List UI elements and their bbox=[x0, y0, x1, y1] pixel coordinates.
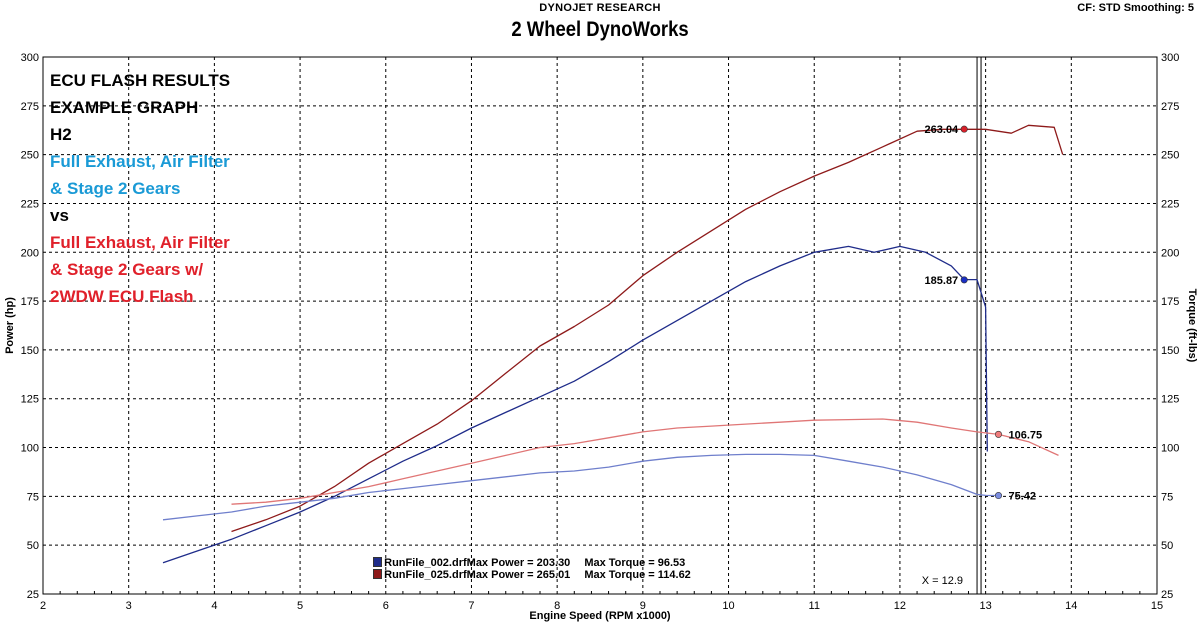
y-tick-label-right: 150 bbox=[1161, 345, 1179, 357]
x-tick-label: 4 bbox=[211, 600, 217, 612]
annotation-line-5: & Stage 2 Gears bbox=[50, 179, 181, 198]
y-tick-label-right: 225 bbox=[1161, 198, 1179, 210]
y-tick-label-left: 175 bbox=[21, 296, 39, 308]
y-tick-label-right: 250 bbox=[1161, 150, 1179, 162]
y-axis-label-right: Torque (ft-lbs) bbox=[1186, 289, 1198, 363]
marker-label-4: 75.42 bbox=[1008, 491, 1036, 503]
x-tick-label: 8 bbox=[554, 600, 560, 612]
legend-power-2: Max Power = 265.01 bbox=[466, 569, 571, 581]
y-tick-label-right: 75 bbox=[1161, 491, 1173, 503]
legend-swatch-2 bbox=[373, 569, 383, 579]
legend-entry-1: RunFile_002.drfMax Power = 203.30 Max Tor… bbox=[367, 545, 685, 569]
x-tick-label: 15 bbox=[1151, 600, 1163, 612]
legend-file-2: RunFile_025.drf bbox=[384, 569, 467, 581]
plot-frame bbox=[42, 56, 1158, 595]
annotation-line-2: EXAMPLE GRAPH bbox=[50, 98, 199, 117]
settings-label: CF: STD Smoothing: 5 bbox=[1077, 2, 1194, 14]
marker-dot-3 bbox=[994, 430, 1002, 438]
x-tick-label: 12 bbox=[894, 600, 906, 612]
marker-dot-1 bbox=[960, 125, 968, 133]
legend-swatch-1 bbox=[373, 557, 383, 567]
annotation-line-6: vs bbox=[50, 206, 69, 225]
marker-label-1: 263.04 bbox=[925, 124, 960, 136]
publisher-label: DYNOJET RESEARCH bbox=[539, 2, 661, 14]
y-tick-label-right: 175 bbox=[1161, 296, 1179, 308]
y-tick-label-left: 50 bbox=[27, 540, 39, 552]
y-tick-label-right: 100 bbox=[1161, 443, 1179, 455]
legend-torque-1: Max Torque = 96.53 bbox=[584, 557, 686, 569]
marker-dot-4 bbox=[994, 492, 1002, 500]
legend-torque-2: Max Torque = 114.62 bbox=[584, 569, 691, 581]
legend-entry-2: RunFile_025.drfMax Power = 265.01 Max Tor… bbox=[367, 557, 691, 581]
y-tick-label-right: 125 bbox=[1161, 394, 1179, 406]
x-tick-label: 9 bbox=[640, 600, 646, 612]
cursor-label: X = 12.9 bbox=[922, 575, 963, 587]
y-tick-label-right: 275 bbox=[1161, 101, 1179, 113]
y-tick-label-right: 300 bbox=[1161, 52, 1179, 64]
legend-file-1: RunFile_002.drf bbox=[384, 557, 467, 569]
y-tick-label-left: 100 bbox=[21, 443, 39, 455]
y-axis-label: Power (hp) bbox=[4, 297, 16, 354]
legend-power-1: Max Power = 203.30 bbox=[466, 557, 571, 569]
x-tick-label: 6 bbox=[383, 600, 389, 612]
x-tick-label: 13 bbox=[979, 600, 991, 612]
y-tick-label-left: 125 bbox=[21, 394, 39, 406]
annotation-line-7: Full Exhaust, Air Filter bbox=[50, 233, 230, 252]
y-tick-label-left: 75 bbox=[27, 491, 39, 503]
annotation-line-8: & Stage 2 Gears w/ bbox=[50, 260, 204, 279]
annotation-line-1: ECU FLASH RESULTS bbox=[50, 71, 231, 90]
y-tick-label-right: 200 bbox=[1161, 247, 1179, 259]
x-tick-label: 2 bbox=[40, 600, 46, 612]
marker-label-3: 106.75 bbox=[1008, 429, 1042, 441]
x-tick-label: 3 bbox=[126, 600, 132, 612]
y-tick-label-left: 300 bbox=[21, 52, 39, 64]
y-tick-label-left: 150 bbox=[21, 345, 39, 357]
marker-label-2: 185.87 bbox=[925, 275, 959, 287]
x-tick-label: 7 bbox=[468, 600, 474, 612]
x-tick-label: 14 bbox=[1065, 600, 1077, 612]
x-tick-label: 5 bbox=[297, 600, 303, 612]
y-tick-label-left: 225 bbox=[21, 198, 39, 210]
y-tick-label-left: 25 bbox=[27, 589, 39, 601]
y-tick-label-right: 25 bbox=[1161, 589, 1173, 601]
series-line-4 bbox=[231, 418, 1059, 505]
annotation-line-3: H2 bbox=[50, 125, 72, 144]
marker-dot-2 bbox=[960, 276, 968, 284]
chart-title: 2 Wheel DynoWorks bbox=[511, 18, 689, 41]
series-line-1 bbox=[162, 245, 988, 564]
y-tick-label-left: 250 bbox=[21, 150, 39, 162]
series-line-2 bbox=[231, 124, 1064, 533]
x-tick-label: 10 bbox=[722, 600, 734, 612]
y-tick-label-left: 275 bbox=[21, 101, 39, 113]
x-tick-label: 11 bbox=[809, 600, 820, 612]
y-tick-label-right: 50 bbox=[1161, 540, 1173, 552]
x-axis-label: Engine Speed (RPM x1000) bbox=[529, 610, 671, 622]
annotation-line-9: 2WDW ECU Flash bbox=[50, 287, 194, 306]
y-tick-label-left: 200 bbox=[21, 247, 39, 259]
annotation-line-4: Full Exhaust, Air Filter bbox=[50, 152, 230, 171]
series-line-3 bbox=[162, 453, 999, 521]
